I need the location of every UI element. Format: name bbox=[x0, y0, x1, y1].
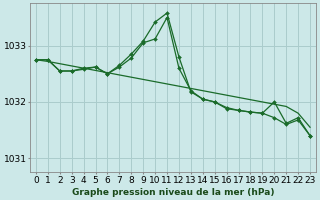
X-axis label: Graphe pression niveau de la mer (hPa): Graphe pression niveau de la mer (hPa) bbox=[72, 188, 274, 197]
